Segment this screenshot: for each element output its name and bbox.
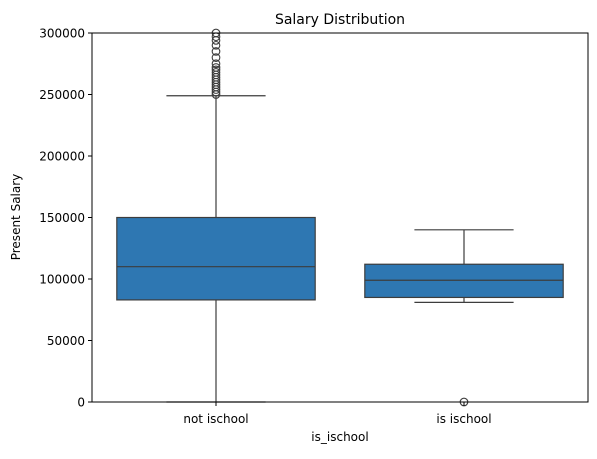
outlier-point (211, 68, 221, 77)
box-is-ischool (364, 263, 564, 299)
outlier-point (211, 40, 221, 50)
y-tick-label: 50000 (47, 334, 85, 348)
chart-title: Salary Distribution (275, 12, 405, 28)
y-axis-label: Present Salary (9, 174, 23, 261)
box-not-ischool (116, 216, 316, 301)
outlier-point (211, 63, 221, 72)
x-axis-label: is_ischool (311, 430, 368, 444)
plot-area: 0 50000 100000 150000 200000 250000 300000 not … (39, 27, 589, 426)
outlier-point (211, 59, 221, 69)
x-tick-label: not ischool (183, 412, 248, 426)
x-tick-label: is ischool (436, 412, 491, 426)
y-tick-label: 150000 (39, 211, 85, 225)
y-tick-label: 250000 (39, 88, 85, 102)
y-tick-label: 100000 (39, 273, 85, 287)
outlier-point (211, 65, 221, 75)
y-tick-label: 0 (77, 396, 85, 410)
outlier-point (211, 53, 221, 62)
outlier-point (211, 47, 221, 56)
y-tick-label: 300000 (39, 27, 85, 41)
y-tick-label: 200000 (39, 150, 85, 164)
